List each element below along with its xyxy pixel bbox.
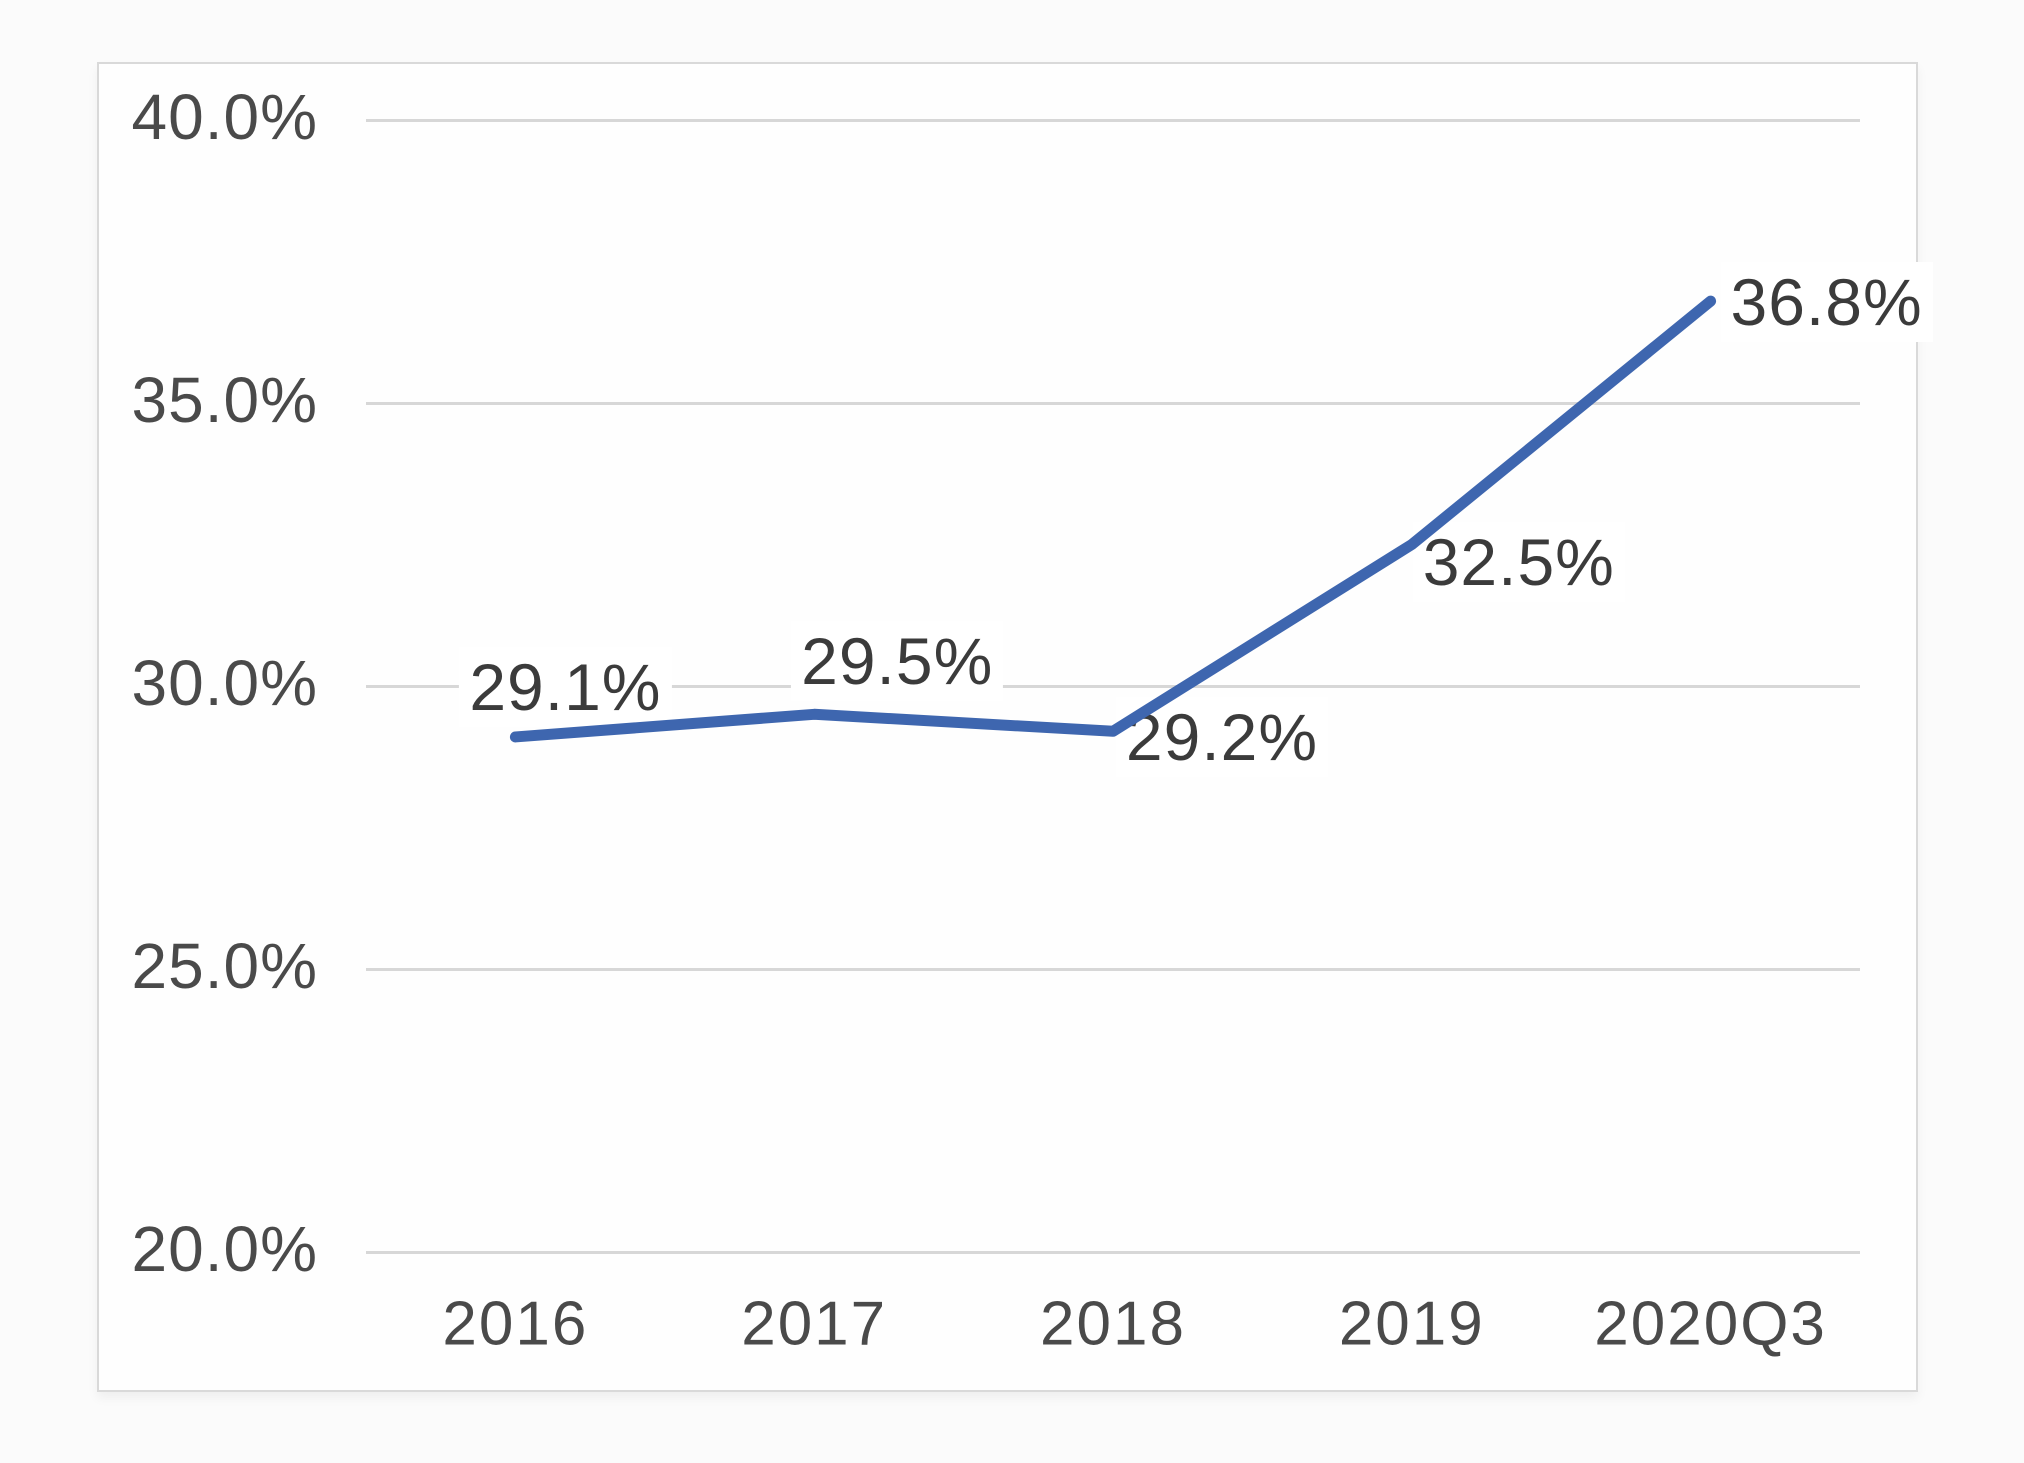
data-label: 36.8% <box>1720 262 1933 343</box>
x-axis-tick-label: 2018 <box>1040 1289 1186 1359</box>
data-label: 29.1% <box>459 646 672 727</box>
x-axis-tick-label: 2017 <box>741 1289 888 1359</box>
x-axis-tick-label: 2016 <box>442 1289 589 1359</box>
data-label: 29.5% <box>791 621 1004 702</box>
y-axis-tick-label: 20.0% <box>131 1213 318 1285</box>
gridline <box>366 967 1860 971</box>
data-label: 32.5% <box>1412 521 1625 602</box>
gridline <box>366 401 1860 405</box>
x-axis-tick-label: 2020Q3 <box>1594 1289 1827 1359</box>
y-axis-tick-label: 40.0% <box>131 81 318 153</box>
y-axis-tick-label: 25.0% <box>131 930 318 1002</box>
trend-line <box>509 295 1717 743</box>
y-axis-tick-label: 35.0% <box>131 364 318 436</box>
gridline <box>366 684 1860 688</box>
x-axis-tick-label: 2019 <box>1338 1289 1485 1359</box>
gridline <box>366 1250 1860 1254</box>
gridline <box>366 118 1860 122</box>
y-axis-tick-label: 30.0% <box>131 647 318 719</box>
